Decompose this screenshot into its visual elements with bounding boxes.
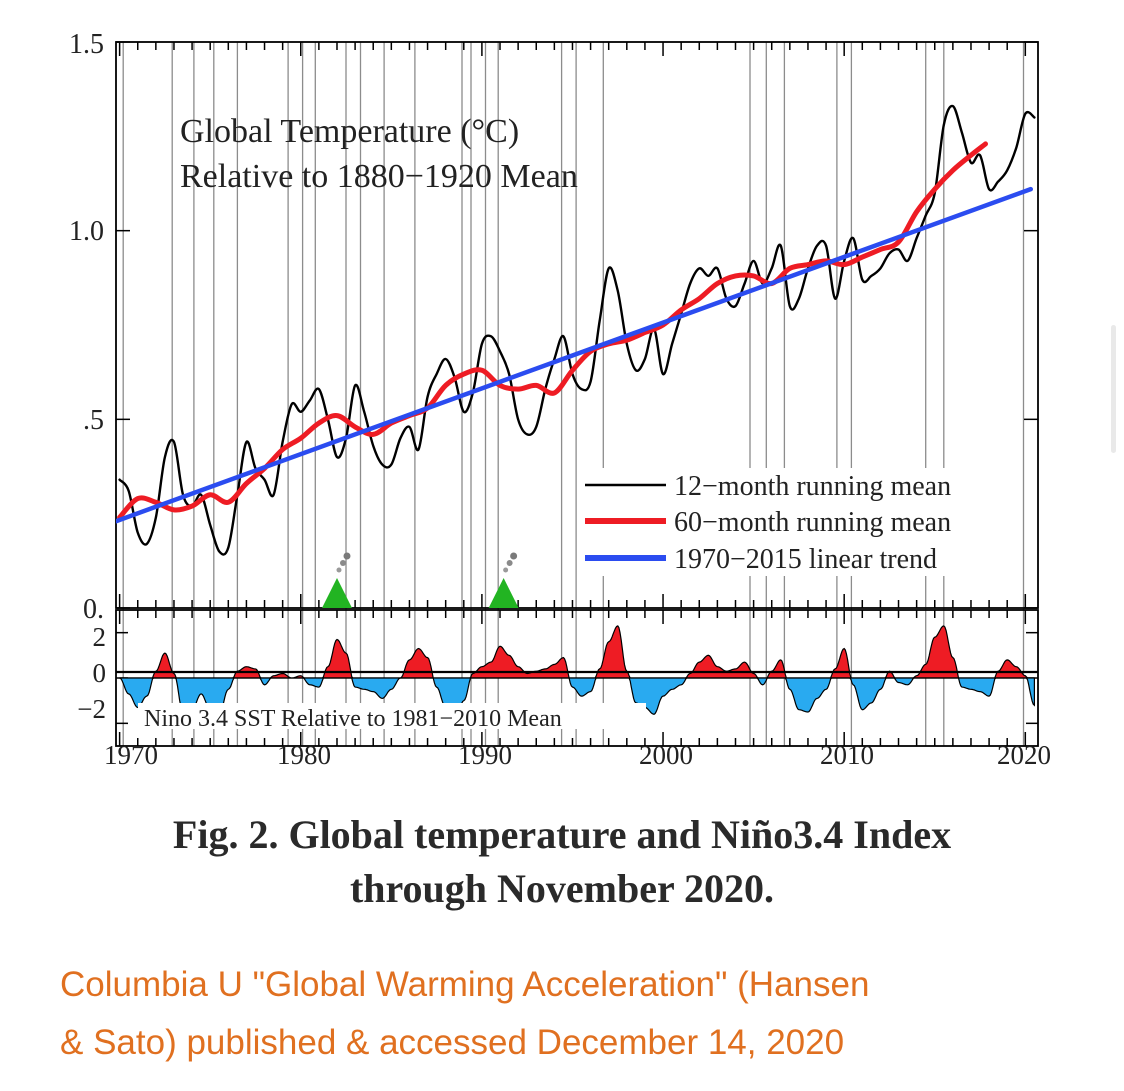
source-link[interactable]: Columbia U "Global Warming Acceleration"… (60, 956, 1070, 1072)
legend: 12−month running mean 60−month running m… (580, 468, 1020, 576)
figure-caption-line1: Fig. 2. Global temperature and Niño3.4 I… (172, 812, 952, 857)
nino-y-tick-label-2: 2 (93, 622, 107, 652)
legend-label-linear-trend: 1970−2015 linear trend (674, 544, 937, 575)
nino-positive-area (119, 625, 1035, 679)
volcano-marker-triangle (488, 578, 519, 608)
legend-label-60-month: 60−month running mean (674, 507, 951, 538)
x-tick-label-2000: 2000 (639, 740, 693, 770)
volcano-ash-dot (506, 560, 513, 566)
volcano-ash-dot (510, 552, 518, 560)
figure-caption: Fig. 2. Global temperature and Niño3.4 I… (40, 808, 1084, 916)
nino-y-tick-label-minus-2: −2 (77, 694, 106, 724)
series-60-month-line (117, 141, 988, 520)
legend-label-12-month: 12−month running mean (674, 471, 951, 502)
temperature-chart: 1.5 1.0 .5 0. 2 0 −2 1970 1980 1990 2000… (69, 29, 1051, 770)
temperature-series (116, 104, 1036, 556)
nino-area-series (119, 625, 1035, 722)
y-tick-label-1-5: 1.5 (69, 29, 104, 60)
chart-title-line2: Relative to 1880−1920 Mean (180, 158, 578, 195)
series-12-month-line (118, 104, 1036, 556)
x-tick-label-2010: 2010 (820, 740, 874, 770)
y-tick-label-0: 0. (83, 594, 104, 625)
source-line1[interactable]: Columbia U "Global Warming Acceleration"… (60, 965, 870, 1004)
scroll-indicator[interactable] (1111, 325, 1116, 453)
y-tick-label-1-0: 1.0 (69, 216, 104, 247)
volcano-ash-dot (339, 560, 346, 566)
axis-ticks (116, 41, 1038, 746)
source-line2[interactable]: & Sato) published & accessed December 14… (60, 1023, 845, 1062)
volcano-marker-triangle (321, 578, 352, 608)
volcano-markers (321, 552, 519, 608)
volcano-ash-dot (503, 567, 509, 573)
volcano-ash-dot (343, 552, 351, 560)
series-linear-trend-line (116, 186, 1033, 524)
chart-title-line1: Global Temperature (°C) (180, 113, 519, 150)
x-tick-label-1990: 1990 (458, 740, 512, 770)
x-tick-label-2020: 2020 (997, 740, 1051, 770)
temperature-panel-frame (115, 41, 1039, 609)
x-tick-label-1980: 1980 (277, 740, 331, 770)
volcano-ash-dot (336, 567, 342, 573)
nino-panel-label: Nino 3.4 SST Relative to 1981−2010 Mean (144, 706, 562, 732)
x-tick-label-1970: 1970 (104, 740, 158, 770)
figure-caption-line2: through November 2020. (349, 866, 775, 911)
nino-y-tick-label-0: 0 (93, 658, 107, 688)
y-tick-label-0-5: .5 (83, 405, 104, 436)
nino-label-bg (138, 703, 646, 729)
nino-negative-area (119, 677, 1035, 722)
